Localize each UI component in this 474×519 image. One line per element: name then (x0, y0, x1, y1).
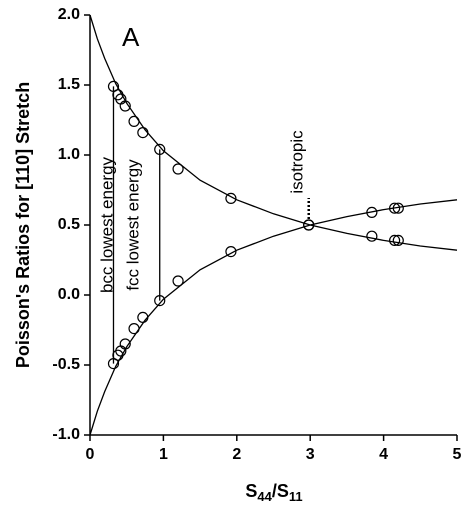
data-point (389, 202, 401, 214)
x-tick-label: 4 (379, 446, 388, 463)
y-axis-label: Poisson's Ratios for [110] Stretch (13, 82, 33, 368)
annotation: isotropic (287, 130, 306, 194)
x-tick-label: 2 (232, 446, 241, 463)
fit-curve (89, 199, 458, 436)
data-point (119, 338, 131, 350)
y-tick-label: 0.0 (58, 286, 80, 303)
y-tick-label: -1.0 (52, 426, 80, 443)
panel-label: A (122, 22, 140, 52)
y-tick-label: 2.0 (58, 6, 80, 23)
x-label-part: S (245, 481, 257, 501)
y-tick-label: 0.5 (58, 216, 80, 233)
data-point (137, 127, 149, 139)
y-tick-label: -0.5 (52, 356, 80, 373)
data-point (119, 100, 131, 112)
data-point (137, 311, 149, 323)
data-point (154, 295, 166, 307)
x-tick-label: 1 (159, 446, 168, 463)
data-point (225, 246, 237, 258)
data-point (389, 234, 401, 246)
data-point (172, 163, 184, 175)
x-label-part: /S (272, 481, 289, 501)
x-tick-label: 0 (86, 446, 95, 463)
x-tick-label: 5 (453, 446, 462, 463)
y-tick-label: 1.0 (58, 146, 80, 163)
x-label-part: 11 (289, 489, 303, 504)
data-point (128, 323, 140, 335)
data-point (392, 234, 404, 246)
annotation: bcc lowest energy (97, 156, 116, 293)
data-point (154, 143, 166, 155)
x-axis-label: S44/S11 (245, 481, 302, 504)
data-point (366, 206, 378, 218)
data-point (366, 230, 378, 242)
data-point (172, 275, 184, 287)
annotation: fcc lowest energy (123, 159, 142, 291)
fit-curve (89, 14, 458, 251)
data-point (303, 219, 315, 231)
x-tick-label: 3 (306, 446, 315, 463)
data-point (392, 202, 404, 214)
data-point (225, 192, 237, 204)
x-label-part: 44 (257, 489, 272, 504)
data-point (128, 115, 140, 128)
y-tick-label: 1.5 (58, 76, 80, 93)
